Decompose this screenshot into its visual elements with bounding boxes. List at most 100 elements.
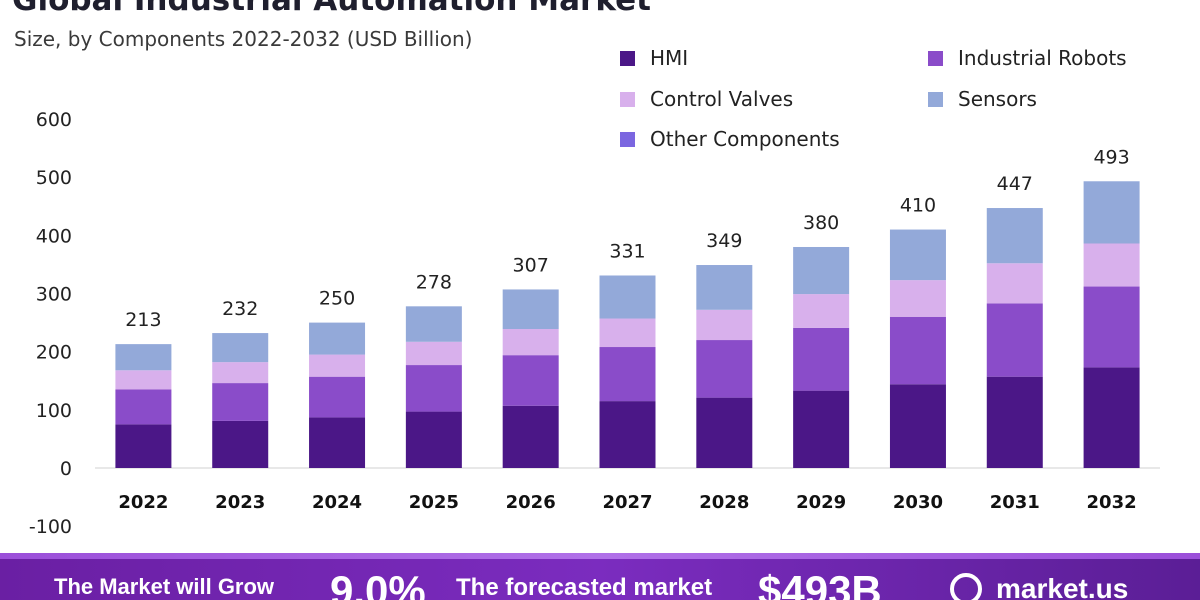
banner-growth-value: 9.0% [330,567,426,600]
x-tick-label: 2023 [215,492,265,513]
legend-label-control-valves: Control Valves [650,87,794,111]
bar-segment-hmi [309,417,366,468]
legend-swatch-sensors [928,91,943,107]
bar-segment-control-valves [696,309,753,341]
bar-segment-control-valves [986,263,1043,304]
bar-segment-industrial-robots [405,365,462,412]
legend-item-sensors: Sensors [928,87,1037,111]
x-tick-label: 2025 [409,492,459,513]
bar-segment-industrial-robots [115,389,172,425]
y-tick-label: 400 [36,225,72,247]
bar-segment-industrial-robots [986,303,1043,377]
bar-segment-sensors [793,246,850,295]
bar-segment-sensors [405,306,462,342]
bar-total-label: 250 [319,288,355,310]
bar-segment-control-valves [502,328,559,356]
x-tick-label: 2026 [506,492,556,513]
bar-segment-sensors [212,333,269,363]
bar-total-label: 278 [416,271,452,293]
bar-total-label: 331 [609,240,645,262]
bar-total-label: 307 [513,254,549,276]
legend-label-sensors: Sensors [958,87,1037,111]
y-tick-label: 200 [36,342,72,364]
x-tick-label: 2029 [796,492,846,513]
bar-total-label: 213 [125,309,161,331]
y-tick-label: 0 [60,458,72,480]
bar-segment-control-valves [212,362,269,384]
bar-segment-control-valves [1083,243,1140,287]
legend-label-hmi: HMI [650,46,689,70]
bar-segment-hmi [696,397,753,468]
bar-segment-hmi [793,390,850,468]
y-tick-label: 100 [36,400,72,422]
legend-item-hmi: HMI [620,46,688,70]
chart-subtitle: Size, by Components 2022-2032 (USD Billi… [14,27,473,51]
bar-segment-hmi [889,384,946,468]
bar-segment-control-valves [599,318,656,348]
bar-total-label: 380 [803,212,839,234]
bar-segment-sensors [696,265,753,310]
bar-segment-sensors [309,322,366,355]
x-tick-label: 2022 [118,492,168,513]
legend-swatch-industrial-robots [928,50,943,66]
y-tick-label: 600 [36,109,72,131]
banner-growth-label: The Market will Grow [54,574,275,599]
legend-label-industrial-robots: Industrial Robots [958,46,1127,70]
brand-name: market.us [996,573,1129,600]
x-tick-label: 2028 [699,492,749,513]
legend-item-other-components: Other Components [620,127,840,151]
x-tick-label: 2024 [312,492,362,513]
bar-segment-control-valves [793,294,850,328]
bar-segment-hmi [599,401,656,468]
bar-segment-hmi [115,424,172,468]
bar-segment-hmi [405,411,462,468]
bar-total-label: 410 [900,195,936,217]
bar-segment-sensors [1083,181,1140,244]
y-tick-label: 500 [36,167,72,189]
legend-item-industrial-robots: Industrial Robots [928,46,1127,70]
bar-segment-control-valves [115,370,172,390]
y-tick-label: 300 [36,284,72,306]
bar-segment-industrial-robots [599,347,656,402]
footer-banner: The Market will Grow 9.0% The forecasted… [0,553,1200,600]
bar-segment-sensors [502,289,559,329]
bar-total-label: 232 [222,298,258,320]
bar-segment-hmi [502,405,559,468]
bar-segment-sensors [599,275,656,319]
chart-title: Global Industrial Automation Market [12,0,651,18]
banner-forecast-label: The forecasted market [456,574,713,600]
bar-segment-hmi [212,420,269,468]
x-tick-label: 2032 [1087,492,1137,513]
bar-segment-hmi [1083,367,1140,468]
legend-swatch-other-components [620,131,635,147]
bar-segment-hmi [986,376,1043,468]
legend-swatch-hmi [620,50,635,66]
bar-segment-industrial-robots [889,316,946,385]
legend-swatch-control-valves [620,91,635,107]
brand-logo[interactable]: market.us [950,573,1128,600]
bar-segment-control-valves [405,341,462,366]
bar-total-label: 349 [706,230,742,252]
market-us-logo-icon [950,573,982,600]
bar-segment-industrial-robots [696,340,753,398]
legend-item-control-valves: Control Valves [620,87,793,111]
bar-segment-sensors [889,229,946,281]
bar-segment-control-valves [309,354,366,377]
bar-segment-sensors [115,344,172,371]
bar-total-label: 447 [997,173,1033,195]
bar-segment-industrial-robots [212,383,269,421]
stacked-bar-chart: -100 0 100 200 300 400 500 600 213 2022 232 2023 250… [29,109,1160,538]
bar-segment-industrial-robots [1083,286,1140,368]
bar-segment-industrial-robots [793,327,850,391]
y-tick-label: -100 [29,516,72,538]
bar-segment-industrial-robots [502,355,559,406]
x-tick-label: 2030 [893,492,943,513]
banner-highlight [0,553,1200,559]
x-tick-label: 2031 [990,492,1040,513]
banner-forecast-value: $493B [758,567,882,600]
bar-segment-sensors [986,208,1043,264]
bar-segment-industrial-robots [309,376,366,418]
legend-label-other-components: Other Components [650,127,840,151]
bar-total-label: 493 [1093,146,1129,168]
x-tick-label: 2027 [602,492,652,513]
